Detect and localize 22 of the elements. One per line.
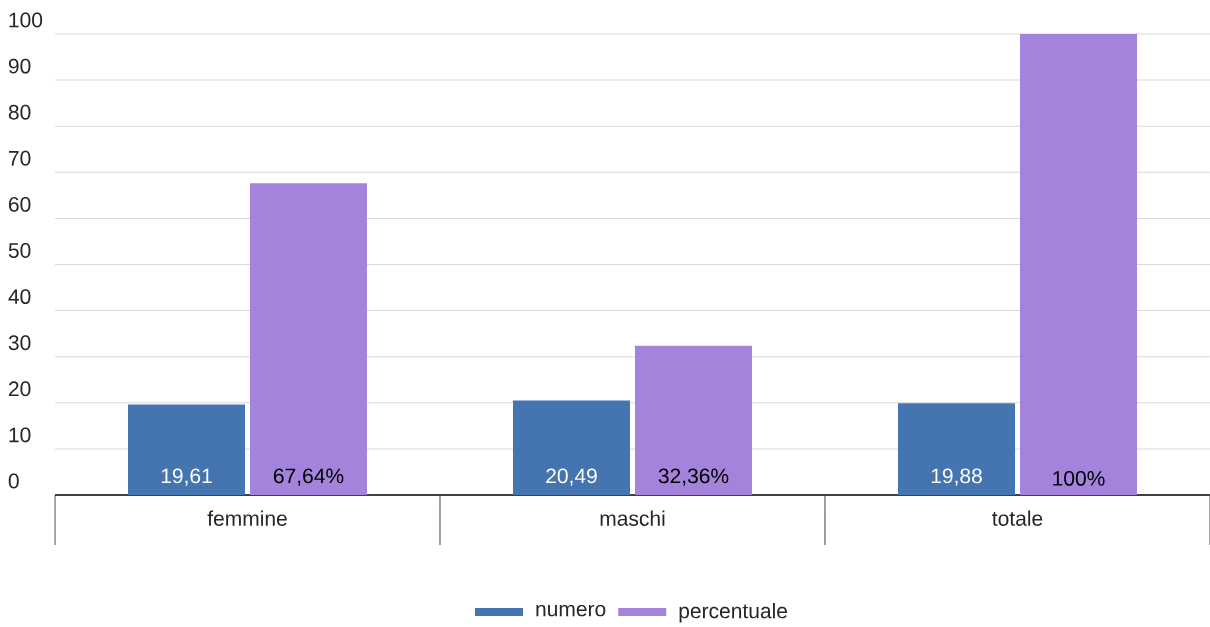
- y-tick-label: 20: [8, 381, 31, 397]
- x-tick-label: femmine: [207, 510, 287, 526]
- data-label: 32,36%: [658, 468, 729, 486]
- y-tick-label: 80: [8, 104, 31, 120]
- legend-label: percentuale: [679, 602, 788, 623]
- y-tick-label: 90: [8, 58, 31, 74]
- data-label: 67,64%: [273, 468, 344, 486]
- y-tick-label: 70: [9, 150, 31, 166]
- y-tick-label: 60: [9, 196, 31, 212]
- y-tick-label: 40: [8, 289, 31, 305]
- x-tick-label: maschi: [600, 510, 665, 526]
- data-label: 20,49: [546, 468, 597, 486]
- y-tick-label: 30: [8, 335, 31, 351]
- y-tick-label: 100: [9, 12, 43, 28]
- y-tick-label: 10: [9, 427, 31, 443]
- y-tick-label: 0: [8, 473, 19, 489]
- x-tick-label: totale: [992, 510, 1043, 526]
- legend-label: numero: [536, 604, 606, 617]
- y-tick-label: 50: [8, 243, 31, 258]
- data-label: 19,88: [931, 468, 982, 486]
- data-label: 19,61: [161, 468, 212, 486]
- data-label: 100%: [1053, 470, 1105, 486]
